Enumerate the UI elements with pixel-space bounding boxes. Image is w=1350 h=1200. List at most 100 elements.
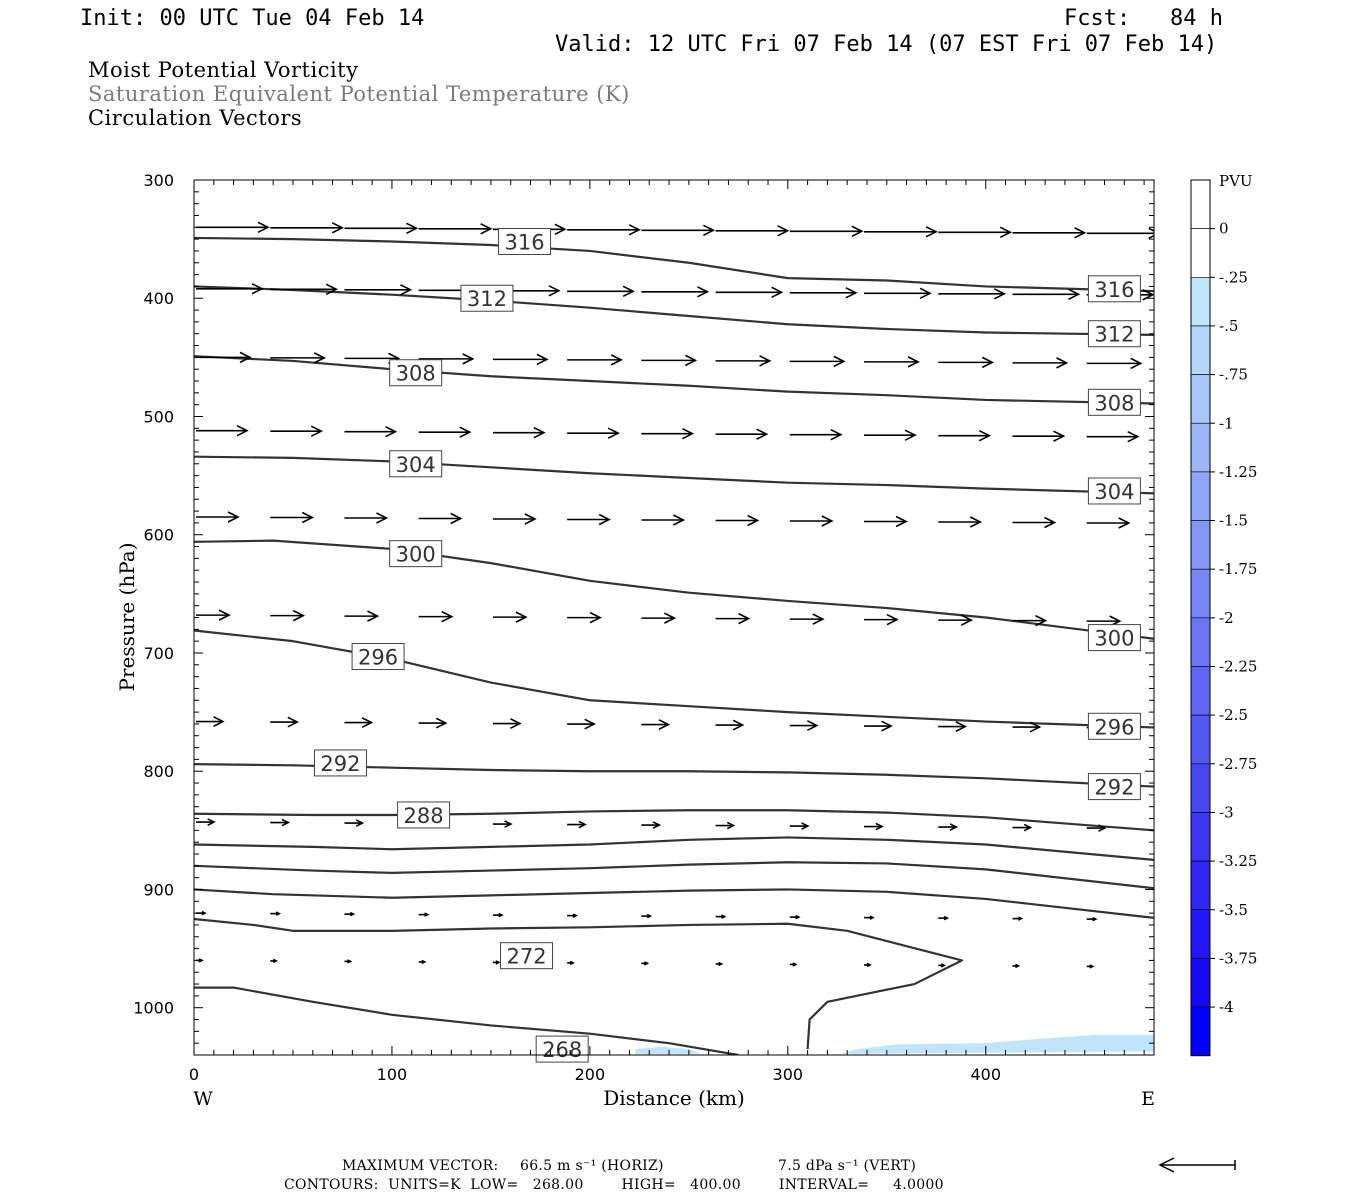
circulation-vector-head (821, 515, 834, 527)
colorbar-swatch (1190, 276, 1211, 327)
circulation-vector-head (607, 427, 620, 439)
circulation-vector-head (943, 915, 950, 921)
circulation-vector-head (801, 822, 810, 830)
contour-label-box-296 (1087, 712, 1141, 740)
init-time: Init: 00 UTC Tue 04 Feb 14 (80, 6, 425, 31)
circulation-vector-head (718, 961, 724, 967)
circulation-vector-head (1053, 430, 1066, 442)
circulation-vector-head (218, 609, 231, 621)
contour-label-300: 300 (1094, 627, 1134, 651)
colorbar-swatch (1190, 958, 1211, 1008)
circulation-vector-head (812, 613, 825, 625)
circulation-vector-head (257, 221, 270, 234)
y-tick-label: 600 (143, 526, 174, 545)
contour-label-292: 292 (320, 752, 360, 776)
contour-label-box-308 (1087, 388, 1141, 416)
y-axis-label: Pressure (hPa) (115, 543, 139, 692)
pv-colorbar: 0 -.25 -.5 -.75 -1 -1.25 -1.5 -1.75 -2 -2.25 -2.5 -… (1190, 179, 1257, 1057)
forecast-hour: Fcst: 84 h (1064, 6, 1223, 31)
circulation-vector-head (421, 959, 427, 965)
colorbar-tick-label: -3 (1219, 803, 1234, 821)
circulation-vector-head (584, 718, 596, 730)
colorbar-tick-label: -1 (1219, 414, 1234, 432)
circulation-vector-head (498, 912, 504, 918)
circulation-vector-head (554, 223, 567, 236)
pv-region-0 (635, 1046, 701, 1054)
theta-es-contour-268 (194, 986, 739, 1055)
circulation-vector-head (480, 223, 493, 235)
circulation-vector-head (515, 611, 528, 623)
contour-label-box-316 (498, 227, 552, 255)
circulation-vector-head (213, 716, 225, 727)
contour-label-268: 268 (542, 1038, 582, 1062)
theta-es-contour-280 (194, 861, 1154, 890)
circulation-vector-head (644, 961, 650, 966)
circulation-vector-head (907, 356, 920, 368)
circulation-vector-head (435, 717, 448, 729)
contour-label-box-292 (313, 749, 367, 777)
circulation-vector-head (792, 962, 798, 967)
colorbar-swatch (1190, 471, 1211, 521)
circulation-vector-head (1148, 227, 1154, 240)
colorbar-swatch (1190, 179, 1211, 229)
contour-label-box-300 (1087, 624, 1141, 652)
circulation-vector-head (646, 913, 653, 919)
circulation-vector-head (1029, 721, 1042, 733)
theta-es-contour-300 (194, 539, 1154, 640)
theta-es-contour-296 (194, 629, 1154, 729)
circulation-vector-head (682, 427, 695, 440)
colorbar-tick-label: -3.5 (1219, 901, 1248, 919)
circulation-vector-head (949, 823, 959, 831)
circulation-vector-head (450, 512, 463, 525)
circulation-vector-head (756, 428, 769, 440)
circulation-vector-head (1035, 614, 1048, 627)
circulation-vector-head (830, 428, 843, 441)
circulation-vector-head (652, 821, 662, 829)
contour-label-296: 296 (358, 646, 398, 670)
contour-label-300: 300 (396, 543, 436, 567)
colorbar-tick-label: -3.75 (1219, 949, 1257, 967)
x-tick-label: 100 (377, 1065, 408, 1084)
circulation-vector-head (886, 613, 899, 626)
contour-label-292: 292 (1094, 776, 1134, 800)
y-tick-label: 500 (143, 407, 174, 426)
pv-region-1 (841, 1034, 1154, 1054)
circulation-vector-head (777, 225, 790, 237)
colorbar-tick-label: -1.25 (1219, 463, 1257, 481)
contour-label-box-304 (389, 450, 443, 478)
circulation-vector-head (441, 610, 454, 623)
west-label: W (193, 1088, 213, 1110)
contour-label-box-316 (1087, 275, 1141, 303)
contour-label-312: 312 (1094, 323, 1134, 347)
circulation-vector-head (578, 820, 587, 829)
circulation-vector-head (726, 821, 736, 830)
contour-label-316: 316 (1094, 278, 1134, 302)
circulation-vector-head (239, 351, 252, 364)
colorbar-swatch (1190, 325, 1211, 375)
circulation-vector-head (236, 424, 249, 437)
y-tick-label: 1000 (133, 999, 174, 1018)
colorbar-tick-label: -.75 (1219, 366, 1248, 384)
circulation-vector-head (504, 820, 513, 828)
title-pv: Moist Potential Vorticity (88, 58, 359, 82)
circulation-vector-head (367, 610, 380, 622)
colorbar-swatch (1190, 860, 1211, 911)
contour-label-box-296 (351, 643, 405, 671)
circulation-vector-head (495, 960, 501, 965)
circulation-vector-head (198, 958, 204, 963)
circulation-vector-head (287, 716, 300, 728)
circulation-vector-head (424, 912, 430, 917)
circulation-vector-head (845, 287, 858, 299)
circulation-vector-head (622, 285, 635, 297)
circulation-vector-head (721, 914, 727, 919)
circulation-vector-head (349, 911, 356, 917)
contour-label-272: 272 (506, 945, 546, 969)
circulation-vector-head (524, 513, 537, 525)
circulation-vector-head (598, 513, 611, 526)
circulation-vector-head (459, 426, 472, 438)
east-label: E (1141, 1088, 1155, 1110)
colorbar-tick-label: 0 (1219, 220, 1229, 238)
theta-es-contour-304 (194, 455, 1154, 495)
contour-label-box-268 (535, 1035, 589, 1063)
circulation-vector-head (331, 222, 345, 234)
